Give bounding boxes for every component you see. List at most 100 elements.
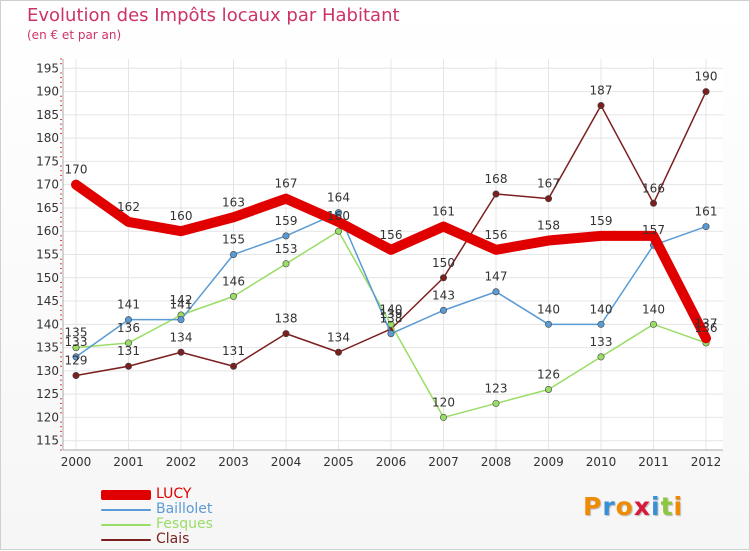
data-point-clais bbox=[125, 362, 133, 370]
data-label-fesques: 140 bbox=[642, 302, 665, 316]
data-point-baillolet bbox=[439, 306, 447, 314]
y-tick-label: 190 bbox=[36, 85, 59, 99]
data-point-clais bbox=[544, 195, 552, 203]
y-tick-label: 135 bbox=[36, 341, 59, 355]
data-point-lucy bbox=[177, 227, 185, 236]
data-label-lucy: 156 bbox=[485, 228, 508, 242]
data-point-fesques bbox=[72, 344, 80, 352]
data-label-fesques: 140 bbox=[380, 302, 403, 316]
data-point-lucy bbox=[229, 213, 238, 222]
data-point-baillolet bbox=[492, 288, 500, 296]
data-label-baillolet: 133 bbox=[65, 335, 88, 349]
data-label-clais: 190 bbox=[695, 70, 718, 84]
x-tick-label: 2001 bbox=[113, 455, 144, 469]
legend-swatch-clais bbox=[101, 538, 151, 541]
x-tick-label: 2011 bbox=[638, 455, 669, 469]
data-point-baillolet bbox=[544, 320, 552, 328]
data-point-lucy bbox=[282, 194, 290, 203]
y-tick-label: 140 bbox=[36, 317, 59, 331]
data-point-baillolet bbox=[72, 353, 80, 361]
data-point-fesques bbox=[544, 385, 552, 393]
data-label-fesques: 160 bbox=[327, 209, 350, 223]
legend-label-clais: Clais bbox=[156, 531, 190, 547]
y-tick-label: 195 bbox=[36, 61, 59, 75]
data-label-fesques: 136 bbox=[117, 321, 140, 335]
data-point-lucy bbox=[544, 236, 553, 245]
data-label-baillolet: 141 bbox=[117, 298, 140, 312]
data-point-baillolet bbox=[282, 232, 290, 240]
data-label-clais: 150 bbox=[432, 256, 455, 270]
data-label-clais: 131 bbox=[117, 344, 140, 358]
data-label-baillolet: 155 bbox=[222, 233, 245, 247]
data-point-clais bbox=[72, 372, 80, 380]
data-label-baillolet: 159 bbox=[275, 214, 298, 228]
data-label-fesques: 146 bbox=[222, 274, 245, 288]
data-point-lucy bbox=[492, 245, 500, 254]
data-point-lucy bbox=[387, 245, 395, 254]
data-point-clais bbox=[439, 274, 447, 282]
data-label-clais: 134 bbox=[170, 330, 193, 344]
x-tick-label: 2000 bbox=[61, 455, 92, 469]
legend-item-lucy: LUCY bbox=[101, 487, 213, 502]
data-label-fesques: 126 bbox=[537, 367, 560, 381]
legend-swatch-fesques bbox=[101, 523, 151, 526]
data-label-baillolet: 140 bbox=[537, 302, 560, 316]
chart-subtitle: (en € et par an) bbox=[27, 28, 122, 42]
data-label-lucy: 160 bbox=[170, 209, 193, 223]
data-label-baillolet: 147 bbox=[485, 270, 508, 284]
x-tick-label: 2006 bbox=[376, 455, 407, 469]
y-tick-label: 180 bbox=[36, 131, 59, 145]
data-point-clais bbox=[177, 348, 185, 356]
data-label-clais: 139 bbox=[380, 307, 403, 321]
data-point-fesques bbox=[334, 227, 342, 235]
data-point-clais bbox=[649, 199, 657, 207]
data-label-baillolet: 143 bbox=[432, 288, 455, 302]
data-point-lucy bbox=[597, 231, 605, 240]
data-label-baillolet: 140 bbox=[590, 302, 613, 316]
data-point-fesques bbox=[230, 292, 238, 300]
x-tick-label: 2008 bbox=[481, 455, 512, 469]
data-point-fesques bbox=[649, 320, 657, 328]
x-tick-label: 2009 bbox=[533, 455, 564, 469]
data-point-baillolet bbox=[702, 223, 710, 231]
x-tick-label: 2002 bbox=[166, 455, 197, 469]
y-tick-label: 120 bbox=[36, 410, 59, 424]
legend-item-fesques: Fesques bbox=[101, 517, 213, 532]
data-label-fesques: 120 bbox=[432, 395, 455, 409]
proxiti-logo: Proxiti bbox=[583, 492, 684, 521]
data-point-lucy bbox=[334, 217, 343, 226]
data-label-lucy: 167 bbox=[275, 177, 298, 191]
data-label-clais: 166 bbox=[642, 181, 665, 195]
data-point-lucy bbox=[649, 231, 658, 240]
data-point-lucy bbox=[439, 222, 448, 231]
y-tick-label: 155 bbox=[36, 248, 59, 262]
y-tick-label: 160 bbox=[36, 224, 59, 238]
data-label-lucy: 162 bbox=[117, 200, 140, 214]
legend-swatch-lucy bbox=[101, 489, 151, 500]
data-point-clais bbox=[282, 330, 290, 338]
data-label-lucy: 137 bbox=[695, 316, 718, 330]
data-label-baillolet: 157 bbox=[642, 223, 665, 237]
data-label-baillolet: 161 bbox=[695, 205, 718, 219]
x-tick-label: 2005 bbox=[323, 455, 354, 469]
data-label-clais: 168 bbox=[485, 172, 508, 186]
data-label-fesques: 142 bbox=[170, 293, 193, 307]
data-point-fesques bbox=[125, 339, 133, 347]
data-label-fesques: 136 bbox=[695, 321, 718, 335]
data-point-baillolet bbox=[597, 320, 605, 328]
data-label-lucy: 158 bbox=[537, 219, 560, 233]
data-point-baillolet bbox=[334, 209, 342, 217]
data-label-fesques: 135 bbox=[65, 326, 88, 340]
y-tick-label: 185 bbox=[36, 108, 59, 122]
y-tick-label: 150 bbox=[36, 271, 59, 285]
data-label-clais: 129 bbox=[65, 354, 88, 368]
data-label-lucy: 170 bbox=[65, 163, 88, 177]
data-point-baillolet bbox=[230, 251, 238, 259]
y-tick-label: 145 bbox=[36, 294, 59, 308]
y-tick-label: 115 bbox=[36, 434, 59, 448]
data-label-lucy: 163 bbox=[222, 195, 245, 209]
data-point-fesques bbox=[492, 399, 500, 407]
data-label-clais: 134 bbox=[327, 330, 350, 344]
